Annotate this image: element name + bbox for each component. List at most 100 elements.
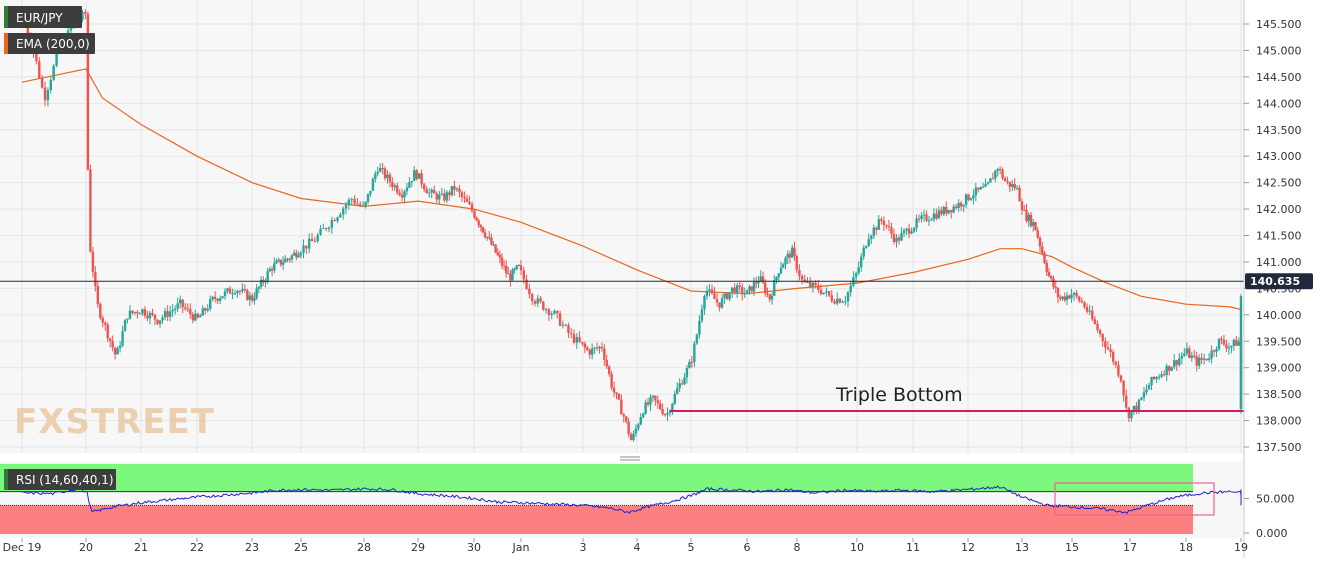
candle-body [572, 333, 576, 343]
candle-body [251, 295, 254, 301]
candle-body [890, 227, 893, 234]
candle-body [1239, 324, 1243, 348]
candle-body [479, 224, 483, 228]
candle-body [791, 247, 794, 258]
candle-body [1023, 210, 1026, 212]
candle-body [586, 347, 589, 351]
candle-body [336, 217, 339, 222]
candle-body [945, 207, 948, 214]
candle-body [676, 388, 679, 394]
candle-body [678, 383, 681, 389]
candle-body [133, 311, 137, 313]
candle-body [113, 347, 117, 355]
candle-body [528, 288, 531, 295]
candle-body [627, 421, 630, 435]
candle-body [972, 195, 975, 199]
candle-body [1237, 341, 1240, 346]
candle-body [288, 258, 291, 260]
candle-body [216, 298, 219, 301]
candle-body [1185, 348, 1189, 354]
triple-bottom-annotation[interactable]: Triple Bottom [835, 384, 963, 406]
candle-body [330, 220, 334, 228]
candle-body [191, 314, 194, 321]
rsi-annotation-box[interactable] [1054, 482, 1215, 516]
candle-body [1119, 375, 1123, 381]
candle-body [895, 237, 898, 243]
candle-body [814, 282, 817, 286]
candle-body [666, 413, 669, 415]
candle-body [1200, 357, 1203, 360]
time-tick-label: 28 [357, 541, 371, 554]
candle-body [1239, 379, 1243, 392]
candle-body [475, 217, 478, 221]
candle-body [964, 194, 968, 205]
symbol-legend: EUR/JPY [4, 6, 82, 28]
candle-body [455, 188, 459, 190]
candle-body [1217, 338, 1221, 350]
candle-body [146, 315, 149, 319]
candle-body [410, 181, 413, 183]
candle-body [703, 296, 706, 310]
candle-body [405, 187, 409, 192]
candle-body [143, 309, 147, 316]
candle-body [1020, 201, 1024, 211]
candle-body [779, 267, 783, 274]
ema-legend-bg [4, 33, 95, 54]
candle-body [644, 402, 647, 414]
time-tick-label: 5 [688, 541, 695, 554]
rsi-legend: RSI (14,60,40,1) [4, 469, 116, 490]
candle-body [743, 293, 746, 295]
candle-body [741, 287, 744, 295]
candle-body [435, 193, 438, 200]
candle-body [1152, 376, 1156, 379]
time-tick-label: 30 [467, 541, 481, 554]
rsi-color-swatch [4, 469, 8, 490]
candle-body [967, 194, 970, 201]
candle-body [632, 433, 635, 441]
candle-body [617, 393, 621, 400]
candle-body [259, 279, 263, 288]
candle-body [1050, 276, 1053, 279]
time-tick-label: Dec 19 [3, 541, 42, 554]
candle-body [782, 264, 785, 268]
candle-body [1195, 356, 1198, 366]
candle-body [1175, 360, 1178, 365]
candle-body [420, 173, 423, 185]
ema-color-swatch [4, 33, 8, 54]
ema-label: EMA (200,0) [16, 37, 90, 51]
time-tick-label: 19 [1234, 541, 1248, 554]
rsi-overbought-zone [0, 464, 1193, 492]
candle-body [761, 276, 765, 283]
candle-body [386, 174, 389, 179]
candle-body [49, 79, 52, 91]
candle-body [910, 231, 913, 234]
candle-body [388, 174, 392, 183]
candle-body [391, 182, 394, 188]
candle-body [959, 202, 963, 207]
candle-body [875, 227, 878, 230]
price-tick-label: 138.000 [1256, 415, 1302, 428]
time-tick-label: 12 [961, 541, 975, 554]
candle-body [46, 90, 50, 101]
candle-body [515, 265, 518, 269]
candle-body [947, 210, 950, 214]
candle-body [118, 345, 122, 349]
candle-body [1135, 405, 1138, 411]
candle-body [773, 280, 776, 296]
candle-body [1188, 348, 1191, 358]
candle-body [1072, 292, 1076, 295]
pane-resize-handle[interactable] [620, 456, 640, 461]
candle-body [511, 269, 514, 281]
time-tick-label: 11 [906, 541, 920, 554]
candle-body [194, 313, 197, 321]
candle-body [795, 255, 798, 270]
candle-body [977, 187, 980, 190]
candle-body [550, 313, 553, 316]
candle-body [700, 309, 704, 321]
candle-body [1220, 338, 1223, 341]
time-tick-label: 20 [79, 541, 93, 554]
watermark: FXSTREET [14, 402, 215, 442]
candle-body [811, 282, 815, 287]
candle-body [1101, 334, 1104, 342]
candle-body [519, 265, 523, 271]
